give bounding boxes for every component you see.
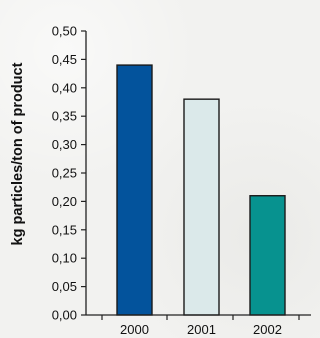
y-tick-label: 0,45 [52,52,77,67]
y-tick-label: 0,50 [52,24,77,39]
bar-2001 [183,98,220,316]
y-tick-label: 0,00 [52,308,77,323]
x-tick-label: 2000 [120,322,149,337]
y-tick-label: 0,35 [52,109,77,124]
plot-area: 0,00 0,05 0,10 0,15 0,20 0,25 0,30 0,35 0,40 0,45… [52,24,311,337]
y-tick-label: 0,05 [52,279,77,294]
y-tick-label: 0,20 [52,194,77,209]
x-tick-label: 2001 [187,322,216,337]
y-tick-label: 0,30 [52,137,77,152]
y-tick-label: 0,25 [52,166,77,181]
y-tick-label: 0,15 [52,222,77,237]
y-axis-label: kg particles/ton of product [10,62,26,245]
bar-2000 [116,64,153,316]
bar-2002 [249,195,286,316]
y-tick-label: 0,10 [52,251,77,266]
x-tick-label: 2002 [253,322,282,337]
y-tick-label: 0,40 [52,80,77,95]
